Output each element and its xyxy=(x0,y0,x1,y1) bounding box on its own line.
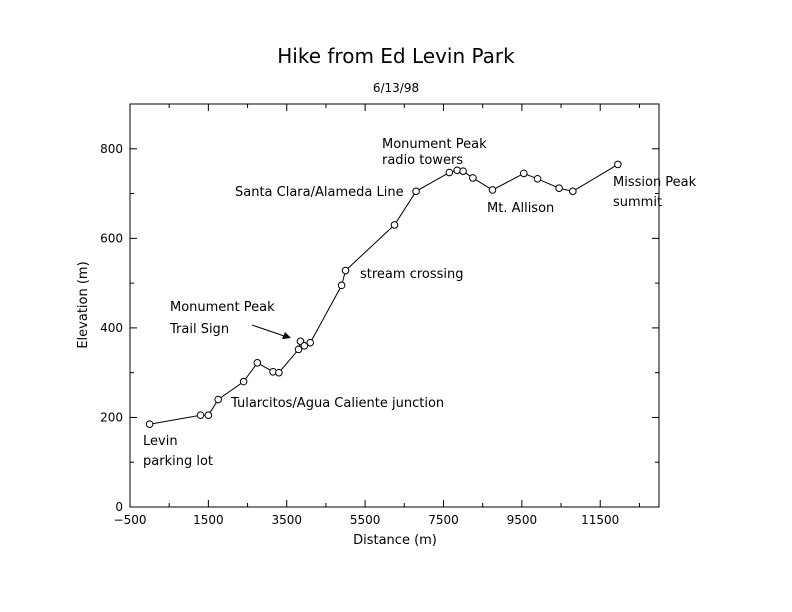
annotation-label: parking lot xyxy=(143,454,213,469)
series-layer xyxy=(145,160,622,428)
data-point xyxy=(196,411,205,420)
data-point xyxy=(341,266,350,275)
annotation-arrow-line xyxy=(251,324,288,338)
annotation-label: Mt. Allison xyxy=(487,201,554,216)
y-tick-label: 200 xyxy=(100,410,123,424)
data-point xyxy=(294,345,303,354)
annotation-label: Mission Peak xyxy=(613,175,697,190)
data-point xyxy=(459,167,467,175)
x-tick-label: 7500 xyxy=(428,513,459,527)
annotation-label: Santa Clara/Alameda Line xyxy=(235,185,404,200)
y-axis: 0 200 400 600 800 xyxy=(100,142,659,514)
x-tick-label: 9500 xyxy=(507,513,538,527)
chart-title: Hike from Ed Levin Park xyxy=(277,44,515,68)
x-tick-label: 11500 xyxy=(581,513,619,527)
series-line xyxy=(149,163,619,425)
data-point xyxy=(214,395,222,404)
annotations: Levin parking lot Tularcitos/Agua Caliente… xyxy=(143,137,697,469)
data-point xyxy=(253,359,262,367)
y-tick-label: 400 xyxy=(100,321,123,335)
y-axis-label: Elevation (m) xyxy=(76,261,91,348)
x-tick-label: −500 xyxy=(114,513,147,527)
data-point xyxy=(145,420,154,428)
data-point xyxy=(337,281,346,290)
y-tick-label: 800 xyxy=(100,142,123,156)
data-point xyxy=(445,168,454,177)
x-tick-label: 5500 xyxy=(350,513,381,527)
annotation-label: Tularcitos/Agua Caliente junction xyxy=(230,396,444,411)
annotation-label: radio towers xyxy=(382,153,463,168)
y-tick-label: 0 xyxy=(115,500,123,514)
annotation-label: Trail Sign xyxy=(169,322,229,337)
plot-frame xyxy=(129,103,660,508)
data-point xyxy=(412,187,420,196)
annotation-label: Levin xyxy=(143,434,178,449)
annotation-arrow-head xyxy=(282,332,291,339)
data-point xyxy=(306,338,315,347)
data-point xyxy=(300,342,309,350)
data-point xyxy=(239,377,248,386)
x-axis-label: Distance (m) xyxy=(353,533,437,548)
data-point xyxy=(555,184,563,192)
data-point xyxy=(533,174,542,183)
data-point xyxy=(469,174,477,182)
data-point xyxy=(614,160,622,169)
data-point xyxy=(275,368,283,377)
data-point xyxy=(204,411,213,420)
x-tick-label: 1500 xyxy=(193,513,224,527)
data-point xyxy=(568,187,577,196)
chart-subtitle: 6/13/98 xyxy=(373,81,419,95)
data-point xyxy=(488,186,497,194)
x-axis: −500 1500 3500 5500 7500 9500 11500 xyxy=(114,104,640,527)
annotation-label: summit xyxy=(613,195,662,210)
x-tick-label: 3500 xyxy=(271,513,302,527)
annotation-label: Monument Peak xyxy=(382,137,487,152)
annotation-label: stream crossing xyxy=(360,267,464,282)
annotation-label: Monument Peak xyxy=(170,300,275,315)
data-point xyxy=(520,169,528,178)
data-point xyxy=(390,221,399,229)
y-tick-label: 600 xyxy=(100,231,123,245)
